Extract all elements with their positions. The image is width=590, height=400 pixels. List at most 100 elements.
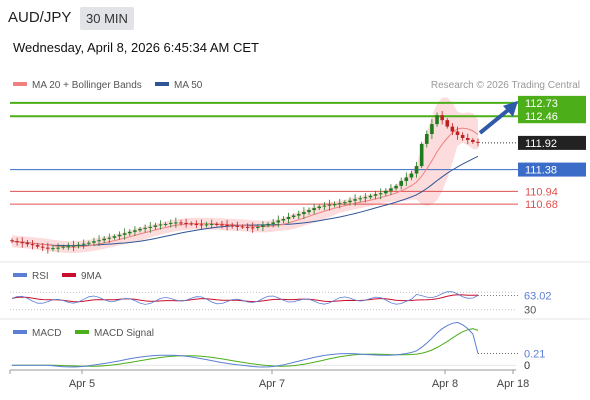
candle-body xyxy=(378,193,383,195)
candle-body xyxy=(455,131,460,135)
candle-body xyxy=(71,245,76,247)
candle-body xyxy=(317,206,322,209)
candle-body xyxy=(281,218,286,221)
candle-body xyxy=(40,246,45,248)
level-label-112.46: 112.46 xyxy=(525,111,558,123)
level-box-111.92 xyxy=(518,135,586,150)
candle-body xyxy=(158,224,163,226)
legend-signal: MACD Signal xyxy=(75,328,154,340)
level-box-112.46 xyxy=(518,109,586,124)
bollinger-bands xyxy=(12,97,478,254)
x-tick-label: Apr 7 xyxy=(259,378,285,390)
candle-body xyxy=(245,226,250,228)
candle-body xyxy=(179,222,183,224)
candle-body xyxy=(199,224,204,226)
level-label-110.94: 110.94 xyxy=(525,186,558,198)
rsi-ma-swatch xyxy=(62,273,76,278)
candle-body xyxy=(215,223,219,225)
candle-body xyxy=(163,223,168,225)
candle-body xyxy=(250,227,255,229)
candle-body xyxy=(30,244,35,246)
candle-body xyxy=(46,247,50,249)
candle-body xyxy=(204,224,209,226)
candle-body xyxy=(107,237,112,239)
candle-body xyxy=(148,226,153,228)
candle-body xyxy=(404,177,409,181)
x-tick-label: Apr 18 xyxy=(497,378,529,390)
x-axis: Apr 5 Apr 7 Apr 8 Apr 18 xyxy=(9,370,529,390)
forecast-arrow xyxy=(478,100,518,135)
candle-body xyxy=(189,223,194,225)
legend-ma50-label: MA 50 xyxy=(174,80,203,91)
legend-macd-label: MACD xyxy=(32,328,62,339)
rsi-swatch xyxy=(13,273,27,278)
x-tick-label: Apr 5 xyxy=(69,378,95,390)
candle-body xyxy=(394,185,398,189)
candle-body xyxy=(194,223,199,225)
candle-body xyxy=(153,225,158,227)
candle-body xyxy=(225,224,229,226)
candle-body xyxy=(220,224,224,226)
candle-body xyxy=(307,210,311,213)
candle-body xyxy=(102,238,106,241)
legend-rsi-ma: 9MA xyxy=(62,271,102,283)
candle-body xyxy=(56,247,60,249)
candle-body xyxy=(133,230,137,232)
candle-body xyxy=(168,222,173,224)
candle-body xyxy=(286,217,291,219)
candle-body xyxy=(51,248,55,250)
candle-body xyxy=(143,227,147,229)
candle-body xyxy=(399,180,403,186)
candle-body xyxy=(414,166,419,174)
candle-body xyxy=(389,188,393,191)
candle-body xyxy=(261,225,265,227)
level-box-112.73 xyxy=(518,95,586,110)
candle-body xyxy=(460,134,465,138)
candle-body xyxy=(476,141,480,143)
candle-body xyxy=(240,226,245,228)
candle-body xyxy=(117,234,122,237)
candle-body xyxy=(76,244,81,246)
candle-body xyxy=(66,246,71,248)
symbol-title: AUD/JPY xyxy=(8,9,72,26)
candle-body xyxy=(235,225,240,227)
candle-body xyxy=(343,202,347,204)
candle-body xyxy=(373,194,378,196)
candle-body xyxy=(127,231,132,234)
candle-body xyxy=(440,115,444,121)
candle-body xyxy=(266,223,270,226)
candle-body xyxy=(348,200,352,203)
candle-body xyxy=(61,246,66,248)
legend-ma20: MA 20 + Bollinger Bands xyxy=(13,80,142,92)
ma20-swatch xyxy=(13,82,27,87)
level-label-112.73: 112.73 xyxy=(525,98,558,110)
level-label-110.68: 110.68 xyxy=(525,199,558,211)
legend-ma50: MA 50 xyxy=(155,80,202,92)
candle-body xyxy=(332,204,337,206)
timeframe-button[interactable]: 30 MIN xyxy=(80,7,134,30)
legend-ma20-label: MA 20 + Bollinger Bands xyxy=(32,80,142,91)
candle-body xyxy=(174,222,178,224)
candle-body xyxy=(296,214,301,216)
level-label-111.38: 111.38 xyxy=(525,165,557,177)
candle-body xyxy=(302,212,306,215)
rsi-last-label: 63.02 xyxy=(524,290,552,302)
candle-body xyxy=(20,242,25,244)
candle-body xyxy=(337,203,342,205)
signal-swatch xyxy=(75,330,89,335)
macd-zero-label: 0 xyxy=(524,360,530,372)
forecast-arrow-shaft xyxy=(478,105,514,135)
research-credit: Research © 2026 Trading Central xyxy=(430,80,580,91)
macd-panel: 0.210 xyxy=(10,321,545,372)
macd-signal-line xyxy=(12,328,479,367)
candle-body xyxy=(97,240,101,242)
candle-body xyxy=(312,208,316,211)
ma50-swatch xyxy=(155,82,169,87)
x-tick-label: Apr 8 xyxy=(432,378,458,390)
datetime-label: Wednesday, April 8, 2026 6:45:34 AM CET xyxy=(13,40,259,55)
legend-rsi-ma-label: 9MA xyxy=(81,271,102,282)
candle-body xyxy=(424,134,429,144)
macd-swatch xyxy=(13,330,27,335)
